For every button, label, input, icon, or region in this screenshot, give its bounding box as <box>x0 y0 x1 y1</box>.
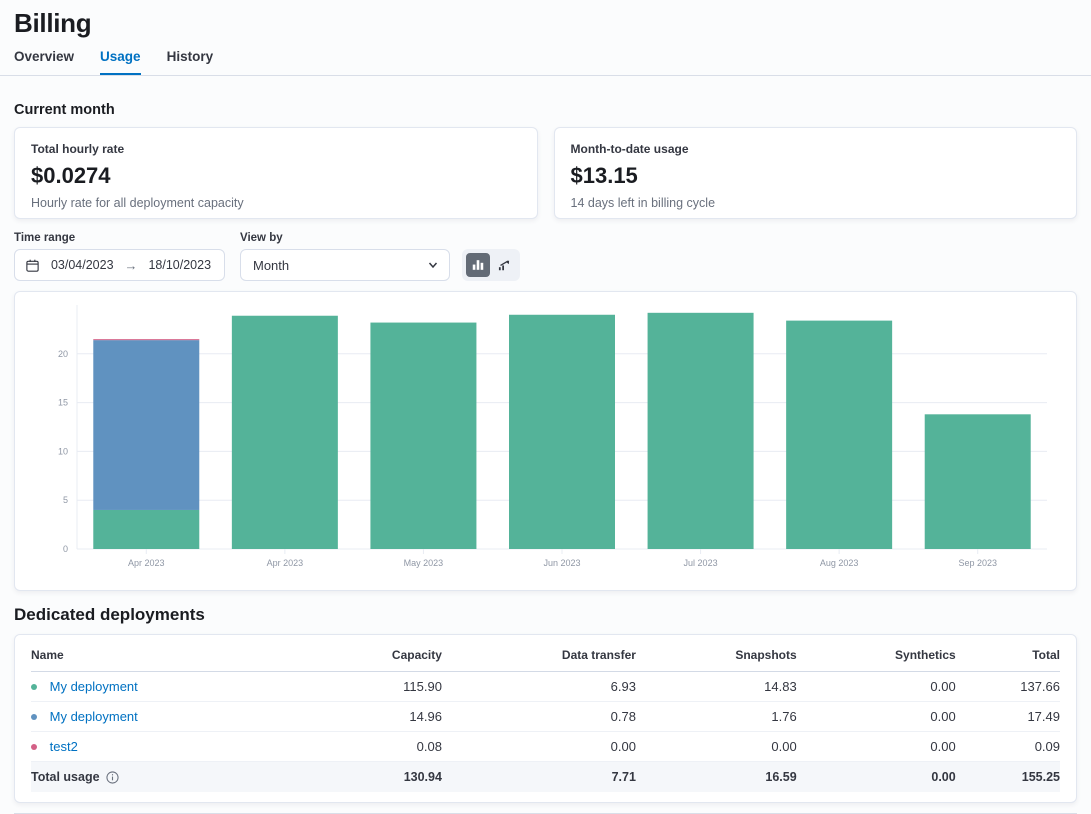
column-header-snapshots: Snapshots <box>635 637 797 672</box>
header-divider <box>0 75 1091 76</box>
svg-text:10: 10 <box>58 446 68 456</box>
tab-overview[interactable]: Overview <box>14 49 75 64</box>
line-chart-icon <box>497 258 511 272</box>
line-chart-toggle-button[interactable] <box>492 253 516 277</box>
view-by-group: View by Month <box>240 231 450 281</box>
card-description: Hourly rate for all deployment capacity <box>31 196 244 210</box>
capacity-value: 115.90 <box>310 671 442 702</box>
snapshots-value: 14.83 <box>635 671 797 702</box>
chart-controls: Time range 03/04/2023 → 18/10/2023 View … <box>14 231 1077 281</box>
svg-text:Apr 2023: Apr 2023 <box>128 558 165 568</box>
end-date-field[interactable]: 18/10/2023 <box>148 258 212 272</box>
page-header: Billing Overview Usage History <box>0 0 1091 75</box>
table-row: My deployment 115.90 6.93 14.83 0.00 137… <box>31 671 1060 702</box>
total-usage-row: Total usage 130.94 7.71 1 <box>31 761 1060 792</box>
chevron-down-icon <box>427 259 439 271</box>
current-month-heading: Current month <box>14 102 115 118</box>
column-header-data-transfer: Data transfer <box>441 637 636 672</box>
synthetics-value: 0.00 <box>796 671 956 702</box>
total-snapshots: 16.59 <box>635 761 797 792</box>
capacity-value: 14.96 <box>310 701 442 732</box>
time-range-input[interactable]: 03/04/2023 → 18/10/2023 <box>14 249 225 281</box>
info-icon[interactable] <box>105 770 119 784</box>
synthetics-value: 0.00 <box>796 731 956 762</box>
usage-content: Current month Total hourly rate $0.0274 … <box>0 102 1091 814</box>
card-description: 14 days left in billing cycle <box>570 196 716 210</box>
data-transfer-value: 6.93 <box>441 671 636 702</box>
svg-text:Jun 2023: Jun 2023 <box>543 558 580 568</box>
tab-usage[interactable]: Usage <box>100 48 141 75</box>
time-range-label: Time range <box>14 232 76 244</box>
svg-text:15: 15 <box>58 398 68 408</box>
card-title: Total hourly rate <box>31 142 125 156</box>
total-usage-label: Total usage <box>31 770 100 784</box>
deployment-status-dot <box>31 714 37 720</box>
card-title: Month-to-date usage <box>570 142 689 156</box>
svg-text:Sep 2023: Sep 2023 <box>958 558 997 568</box>
data-transfer-value: 0.00 <box>441 731 636 762</box>
svg-text:May 2023: May 2023 <box>404 558 444 568</box>
card-value: $13.15 <box>570 163 638 188</box>
table-row: test2 0.08 0.00 0.00 0.00 0.09 <box>31 731 1060 762</box>
bar-chart-toggle-button[interactable] <box>466 253 490 277</box>
total-value: 137.66 <box>955 671 1060 702</box>
synthetics-value: 0.00 <box>796 701 956 732</box>
page-title: Billing <box>14 8 92 38</box>
billing-tabs: Overview Usage History <box>14 48 1077 75</box>
start-date-field[interactable]: 03/04/2023 <box>50 258 114 272</box>
svg-text:0: 0 <box>63 544 68 554</box>
column-header-name: Name <box>31 637 311 672</box>
bar-chart-icon <box>471 258 485 272</box>
time-range-group: Time range 03/04/2023 → 18/10/2023 <box>14 231 225 281</box>
arrow-right-icon: → <box>124 257 138 273</box>
usage-bar-chart: 0 5 10 15 20 Apr 2023 Apr 2023 May 2023 Jun 2023… <box>58 305 1047 568</box>
total-capacity: 130.94 <box>310 761 442 792</box>
svg-text:20: 20 <box>58 349 68 359</box>
column-header-capacity: Capacity <box>310 637 442 672</box>
deployment-link[interactable]: My deployment <box>49 679 138 694</box>
chart-type-toggle <box>462 249 520 281</box>
deployment-link[interactable]: test2 <box>49 739 78 754</box>
calendar-icon <box>25 258 40 273</box>
view-by-label: View by <box>240 232 283 244</box>
card-value: $0.0274 <box>31 163 111 188</box>
deployment-link[interactable]: My deployment <box>49 709 138 724</box>
svg-text:Aug 2023: Aug 2023 <box>820 558 859 568</box>
snapshots-value: 1.76 <box>635 701 797 732</box>
total-value: 0.09 <box>955 731 1060 762</box>
deployments-heading: Dedicated deployments <box>14 605 205 624</box>
svg-text:Apr 2023: Apr 2023 <box>267 558 304 568</box>
column-header-total: Total <box>955 637 1060 672</box>
total-data-transfer: 7.71 <box>441 761 636 792</box>
month-to-date-usage-card: Month-to-date usage $13.15 14 days left … <box>553 127 1077 219</box>
stat-cards: Total hourly rate $0.0274 Hourly rate fo… <box>14 127 1077 219</box>
svg-text:5: 5 <box>63 495 68 505</box>
deployment-status-dot <box>31 744 37 750</box>
deployments-table: Name Capacity Data transfer Snapshots Sy… <box>31 637 1060 792</box>
view-by-select[interactable]: Month <box>240 249 450 281</box>
deployments-table-panel: Name Capacity Data transfer Snapshots Sy… <box>14 634 1077 803</box>
usage-chart-panel: 0 5 10 15 20 Apr 2023 Apr 2023 May 2023 Jun 2023… <box>14 291 1077 591</box>
snapshots-value: 0.00 <box>635 731 797 762</box>
tab-history[interactable]: History <box>166 49 214 64</box>
total-hourly-rate-card: Total hourly rate $0.0274 Hourly rate fo… <box>14 127 538 219</box>
svg-text:Jul 2023: Jul 2023 <box>684 558 718 568</box>
column-header-synthetics: Synthetics <box>796 637 956 672</box>
view-by-selected-value: Month <box>253 257 290 273</box>
total-value: 17.49 <box>955 701 1060 732</box>
total-synthetics: 0.00 <box>796 761 956 792</box>
deployment-status-dot <box>31 684 37 690</box>
table-row: My deployment 14.96 0.78 1.76 0.00 17.49 <box>31 701 1060 732</box>
data-transfer-value: 0.78 <box>441 701 636 732</box>
capacity-value: 0.08 <box>310 731 442 762</box>
table-header-row: Name Capacity Data transfer Snapshots Sy… <box>31 637 1060 672</box>
total-total: 155.25 <box>955 761 1060 792</box>
